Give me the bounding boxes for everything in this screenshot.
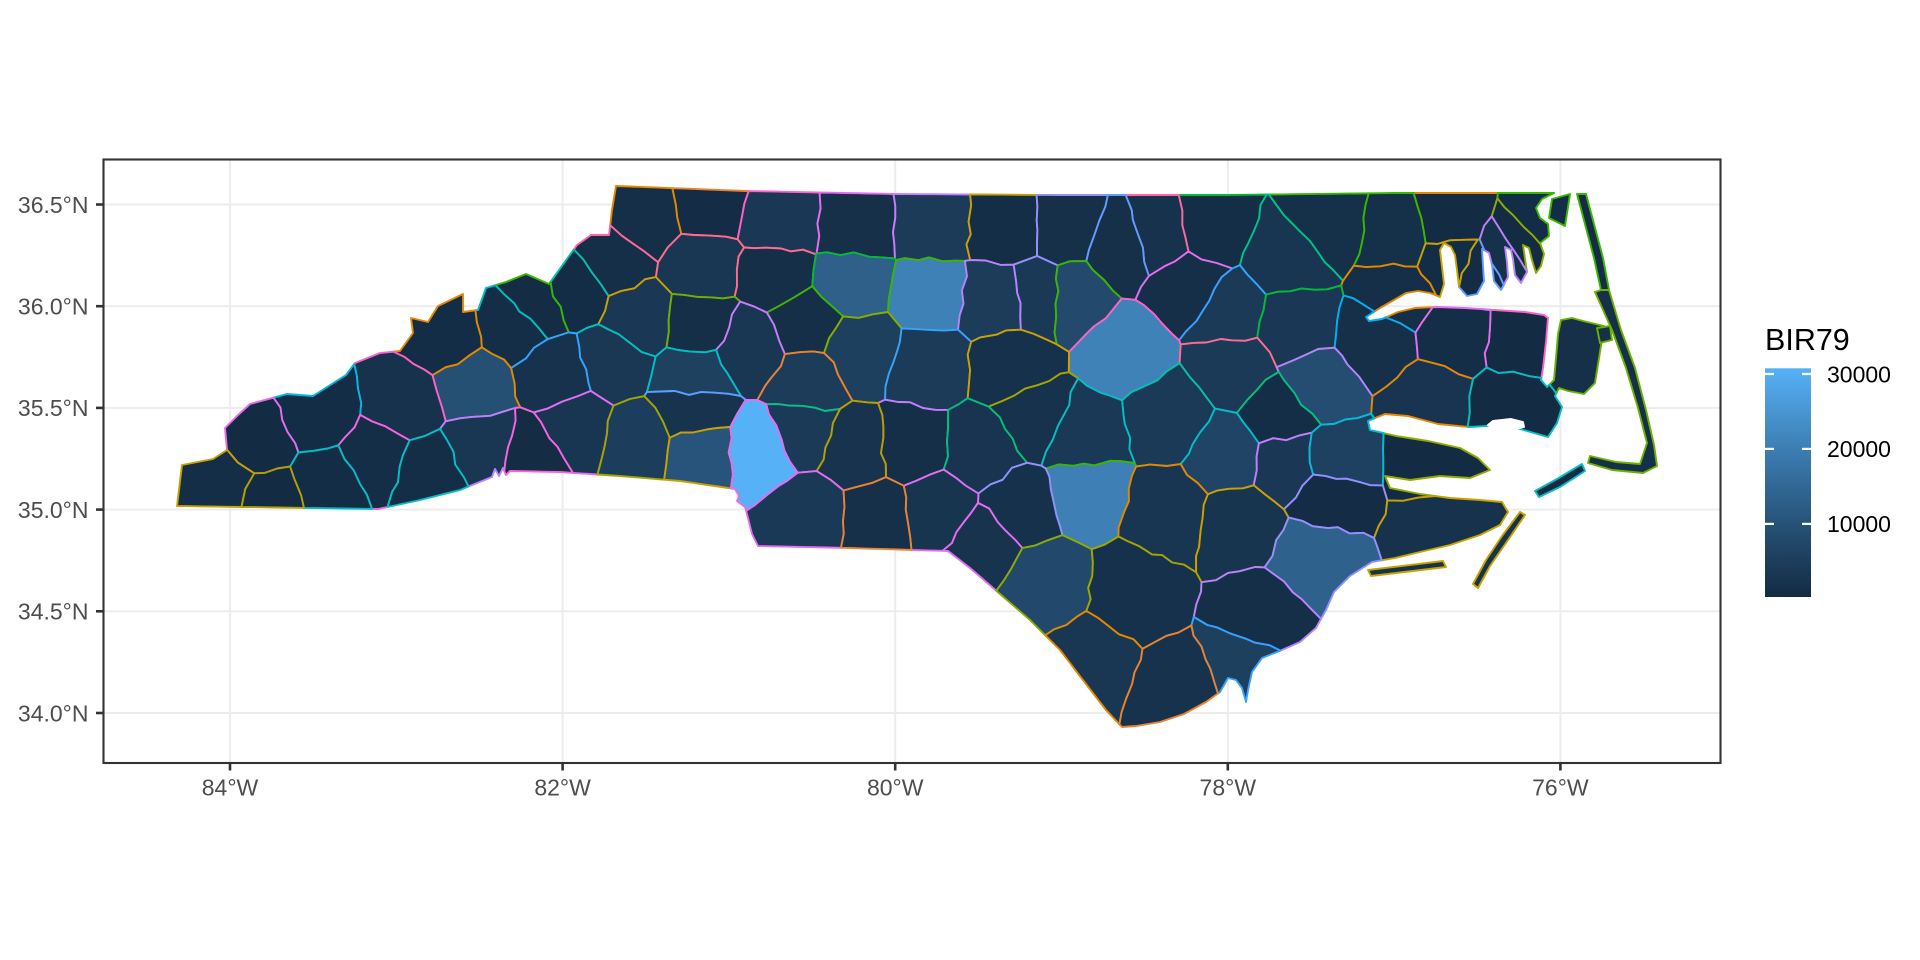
svg-text:35.0°N: 35.0°N — [18, 497, 89, 523]
svg-text:76°W: 76°W — [1532, 775, 1589, 801]
svg-text:10000: 10000 — [1827, 511, 1891, 537]
svg-text:80°W: 80°W — [867, 775, 924, 801]
svg-text:30000: 30000 — [1827, 361, 1891, 387]
svg-text:36.0°N: 36.0°N — [18, 294, 89, 320]
svg-text:20000: 20000 — [1827, 436, 1891, 462]
svg-text:34.5°N: 34.5°N — [18, 599, 89, 625]
svg-text:82°W: 82°W — [534, 775, 591, 801]
svg-text:35.5°N: 35.5°N — [18, 395, 89, 421]
svg-text:84°W: 84°W — [202, 775, 259, 801]
svg-text:34.0°N: 34.0°N — [18, 700, 89, 726]
svg-text:78°W: 78°W — [1200, 775, 1257, 801]
svg-text:36.5°N: 36.5°N — [18, 192, 89, 218]
svg-text:BIR79: BIR79 — [1765, 323, 1850, 357]
